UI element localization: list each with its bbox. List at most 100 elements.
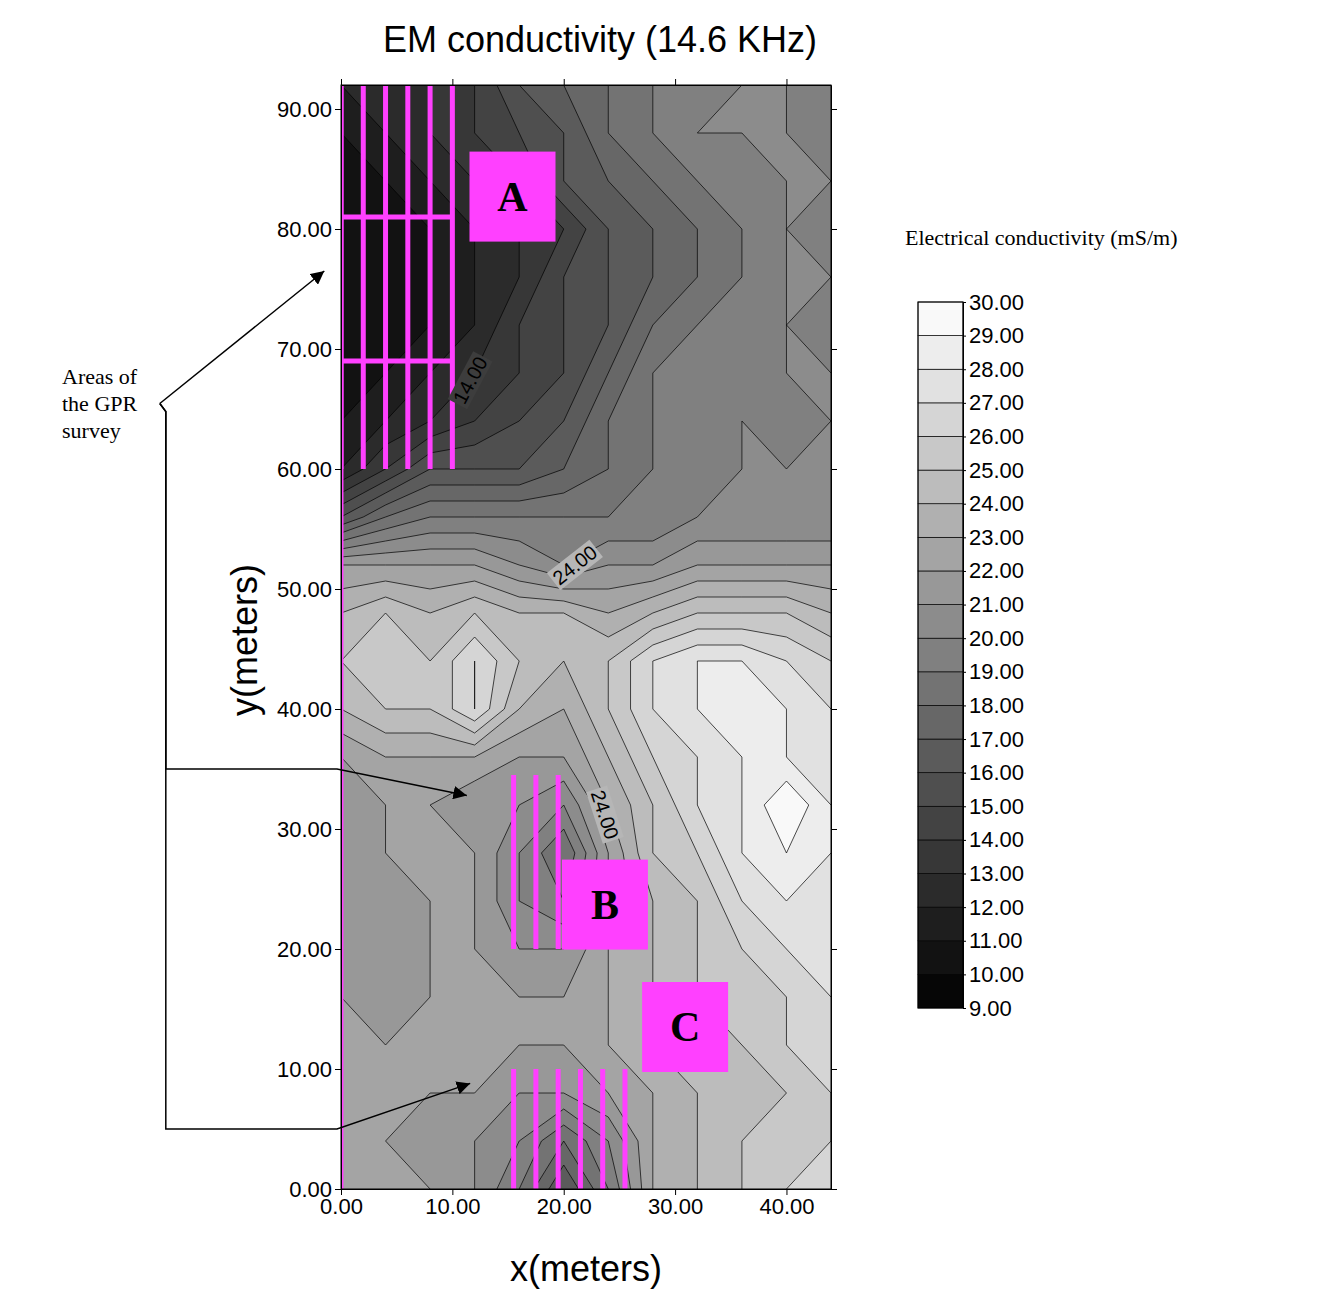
gpr-area-label: B <box>562 860 648 950</box>
tick-label: 26.00 <box>969 424 1024 449</box>
contour-band <box>475 645 831 997</box>
colorbar-band <box>918 537 963 571</box>
cell <box>408 541 453 589</box>
cell <box>452 877 497 925</box>
cell <box>631 205 676 253</box>
tick: 19.00 <box>963 659 1024 684</box>
cell <box>586 301 631 349</box>
tick <box>831 349 837 350</box>
gpr-profile <box>361 85 366 469</box>
tick-label: 14.00 <box>969 827 1024 852</box>
contour-band <box>341 85 831 1189</box>
tick-label: 27.00 <box>969 390 1024 415</box>
cell <box>631 1165 676 1189</box>
cell <box>341 589 363 637</box>
tick: 15.00 <box>963 794 1024 819</box>
cell <box>764 1117 809 1165</box>
tick-label: 12.00 <box>969 895 1024 920</box>
cell <box>720 253 765 301</box>
cell <box>675 733 720 781</box>
gpr-profile <box>511 1069 516 1189</box>
tick: 14.00 <box>963 827 1024 852</box>
cell <box>809 1117 831 1165</box>
cell <box>809 1165 831 1189</box>
cell <box>341 253 363 301</box>
cell <box>720 301 765 349</box>
annotation-arrow <box>160 404 467 796</box>
cell <box>497 253 542 301</box>
tick: 30.00 <box>277 817 341 842</box>
contour-band <box>697 661 831 901</box>
cell <box>408 925 453 973</box>
tick-label: 28.00 <box>969 357 1024 382</box>
cell <box>497 349 542 397</box>
axis-line <box>831 86 832 1190</box>
cell <box>631 349 676 397</box>
tick-mark <box>831 949 837 950</box>
cell <box>720 1117 765 1165</box>
cell <box>675 157 720 205</box>
tick: 12.00 <box>963 895 1024 920</box>
cell <box>586 85 631 109</box>
gpr-profile <box>578 1069 583 1189</box>
contour-band <box>341 85 831 1189</box>
cell <box>631 397 676 445</box>
cell <box>720 589 765 637</box>
cell <box>764 733 809 781</box>
cell <box>497 1021 542 1069</box>
tick-mark <box>963 436 966 437</box>
tick-mark <box>452 79 453 85</box>
contour-band <box>341 85 831 1189</box>
tick-mark <box>963 974 966 975</box>
tick <box>831 709 837 710</box>
cell <box>408 685 453 733</box>
cell <box>541 301 586 349</box>
cell <box>341 541 363 589</box>
cell <box>408 1021 453 1069</box>
tick <box>452 79 453 85</box>
tick: 18.00 <box>963 693 1024 718</box>
tick-mark <box>963 907 966 908</box>
contour-band <box>341 85 831 1189</box>
tick <box>831 469 837 470</box>
cell <box>675 925 720 973</box>
gpr-label-text: A <box>497 174 528 220</box>
cell <box>586 637 631 685</box>
cell <box>363 973 408 1021</box>
cell <box>341 1165 363 1189</box>
colorbar-band <box>918 739 963 773</box>
tick-mark <box>831 829 837 830</box>
cell <box>452 733 497 781</box>
cell <box>631 445 676 493</box>
tick-label: 13.00 <box>969 861 1024 886</box>
tick-mark <box>963 806 966 807</box>
cell <box>764 85 809 109</box>
cell <box>631 541 676 589</box>
cell <box>497 109 542 157</box>
cell <box>497 445 542 493</box>
cells <box>341 85 831 1189</box>
tick-mark <box>963 537 966 538</box>
colorbar-band <box>918 941 963 975</box>
tick-label: 50.00 <box>277 577 332 602</box>
tick-mark <box>963 605 966 606</box>
cell <box>541 253 586 301</box>
cell <box>720 541 765 589</box>
colorbar-band <box>918 907 963 941</box>
tick: 40.00 <box>759 1189 814 1219</box>
cell <box>497 733 542 781</box>
contour-label-patch <box>448 351 493 409</box>
tick: 10.00 <box>277 1057 341 1082</box>
contour-band <box>341 565 831 1189</box>
cell <box>341 1069 363 1117</box>
cell <box>809 925 831 973</box>
tick-mark <box>335 709 341 710</box>
cell <box>408 1165 453 1189</box>
axis-xticks <box>342 79 832 86</box>
cell <box>341 493 363 541</box>
cell <box>720 349 765 397</box>
cell <box>452 301 497 349</box>
tick-mark <box>963 874 966 875</box>
cell <box>720 1165 765 1189</box>
cell <box>631 157 676 205</box>
